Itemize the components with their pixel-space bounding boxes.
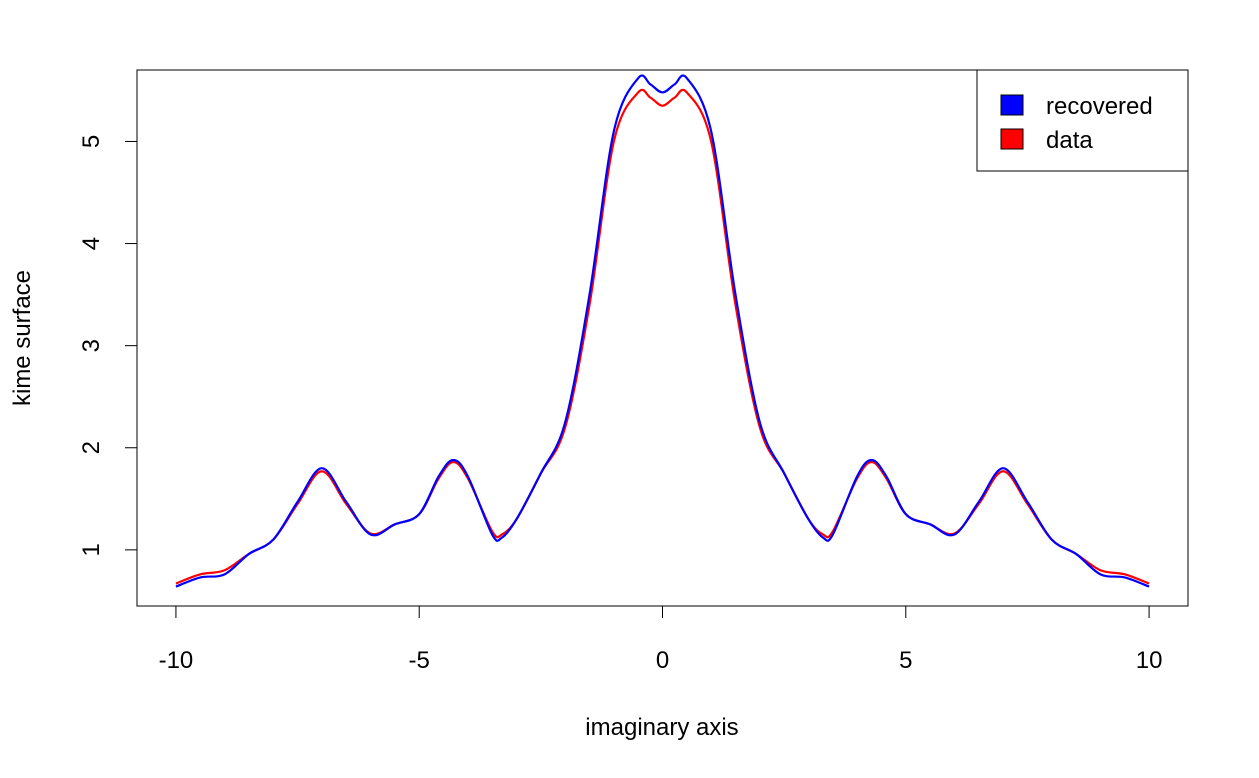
- x-tick-label: -10: [159, 647, 194, 674]
- y-tick-label: 5: [78, 135, 105, 148]
- legend-box: [976, 69, 1189, 172]
- series-layer: [175, 74, 1150, 588]
- legend-swatch-recovered: [1000, 94, 1024, 116]
- legend-swatch-data: [1000, 128, 1024, 150]
- legend: recovered data: [976, 69, 1189, 172]
- x-axis-title: imaginary axis: [585, 714, 738, 741]
- y-axis: 1 2 3 4 5: [78, 135, 138, 557]
- series-line-recovered: [175, 74, 1150, 588]
- x-tick-label: 5: [899, 647, 912, 674]
- x-axis: -10 -5 0 5 10: [159, 605, 1163, 674]
- y-axis-title: kime surface: [9, 270, 36, 406]
- legend-label-recovered: recovered: [1046, 93, 1153, 120]
- y-tick-label: 4: [78, 237, 105, 250]
- x-tick-label: 10: [1136, 647, 1163, 674]
- x-tick-label: 0: [656, 647, 669, 674]
- y-tick-label: 2: [78, 441, 105, 454]
- y-tick-label: 1: [78, 543, 105, 556]
- y-tick-label: 3: [78, 339, 105, 352]
- legend-label-data: data: [1046, 127, 1093, 154]
- x-tick-label: -5: [409, 647, 430, 674]
